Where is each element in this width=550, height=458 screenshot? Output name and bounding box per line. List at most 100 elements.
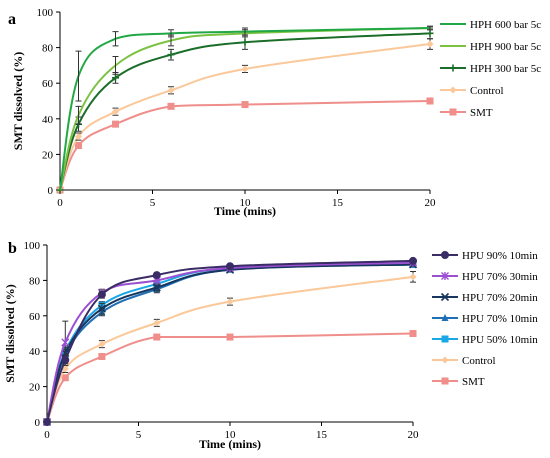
error-bar bbox=[242, 27, 248, 36]
panel-label: b bbox=[8, 240, 17, 257]
data-point bbox=[153, 319, 161, 327]
error-bar bbox=[112, 31, 119, 47]
series-3 bbox=[56, 38, 434, 194]
legend-swatch-marker bbox=[441, 356, 449, 364]
legend-entry: HPU 70% 10min bbox=[462, 313, 538, 325]
series-line bbox=[59, 32, 431, 191]
data-point bbox=[97, 304, 106, 313]
y-axis-title: SMT dissolved (%) bbox=[3, 284, 17, 382]
y-tick-label: 60 bbox=[29, 311, 41, 323]
x-tick-label: 0 bbox=[57, 197, 63, 209]
error-bar bbox=[75, 105, 82, 125]
data-point bbox=[112, 120, 119, 128]
legend-entry: HPH 300 bar 5c bbox=[470, 63, 541, 75]
data-point bbox=[43, 418, 51, 426]
x-tick-label: 10 bbox=[225, 429, 237, 441]
data-point bbox=[226, 333, 234, 341]
y-tick-label: 100 bbox=[24, 240, 41, 252]
legend-swatch-marker bbox=[449, 64, 457, 72]
x-tick-label: 5 bbox=[136, 429, 142, 441]
legend: HPU 90% 10min HPU 70% 30min HPU 70% 20min H… bbox=[432, 250, 538, 388]
legend-swatch-marker bbox=[449, 86, 457, 94]
error-bar bbox=[168, 29, 174, 38]
legend-swatch-marker bbox=[441, 377, 449, 385]
legend-entry: SMT bbox=[470, 107, 493, 119]
y-tick-label: 40 bbox=[29, 346, 41, 358]
legend-swatch-marker bbox=[441, 335, 449, 343]
x-tick-label: 20 bbox=[408, 429, 420, 441]
legend-entry: Control bbox=[462, 355, 496, 367]
data-point bbox=[409, 256, 417, 265]
y-tick-label: 60 bbox=[42, 78, 54, 90]
x-tick-label: 10 bbox=[240, 197, 252, 209]
x-tick-label: 20 bbox=[425, 197, 437, 209]
data-point bbox=[97, 290, 106, 299]
data-point bbox=[226, 262, 234, 271]
series-line bbox=[59, 27, 431, 191]
error-bar bbox=[427, 25, 433, 31]
data-point bbox=[409, 273, 417, 281]
data-point bbox=[409, 330, 417, 337]
x-tick-label: 15 bbox=[316, 429, 328, 441]
data-point bbox=[153, 333, 161, 341]
data-point bbox=[75, 142, 82, 149]
data-point bbox=[61, 374, 69, 382]
x-tick-label: 5 bbox=[150, 197, 156, 209]
legend-entry: Control bbox=[470, 85, 504, 97]
y-tick-label: 80 bbox=[42, 43, 54, 55]
x-axis-title: Time (mins) bbox=[199, 437, 261, 451]
series-0 bbox=[43, 256, 417, 426]
y-tick-label: 20 bbox=[42, 149, 54, 161]
data-point bbox=[61, 338, 70, 347]
legend-swatch-marker bbox=[441, 314, 449, 321]
series-5 bbox=[43, 271, 417, 426]
data-point bbox=[61, 356, 70, 365]
data-point bbox=[98, 353, 106, 361]
error-bar bbox=[75, 50, 82, 102]
series-line bbox=[46, 263, 414, 423]
data-point bbox=[98, 340, 106, 348]
series-0 bbox=[59, 25, 433, 191]
series-3 bbox=[43, 260, 417, 425]
data-point bbox=[241, 38, 249, 46]
legend-swatch-marker bbox=[449, 108, 457, 116]
data-point bbox=[226, 298, 234, 306]
x-axis-title: Time (mins) bbox=[214, 204, 276, 218]
legend-entry: HPU 70% 30min bbox=[462, 271, 538, 283]
data-point bbox=[152, 283, 161, 292]
y-tick-label: 20 bbox=[29, 382, 41, 394]
y-tick-label: 0 bbox=[35, 417, 41, 429]
data-point bbox=[167, 51, 175, 59]
panel-b: b 0 20 40 60 80 100 0 5 10 15 20 Time (mins) SMT diss… bbox=[3, 240, 538, 451]
x-tick-label: 0 bbox=[44, 429, 50, 441]
data-point bbox=[75, 133, 82, 141]
y-tick-label: 100 bbox=[37, 7, 54, 19]
legend-swatch-marker bbox=[441, 251, 449, 259]
x-tick-label: 15 bbox=[332, 197, 344, 209]
data-point bbox=[426, 97, 434, 105]
data-point bbox=[61, 365, 69, 373]
error-bar bbox=[112, 56, 119, 75]
y-axis-title: SMT dissolved (%) bbox=[11, 52, 25, 150]
legend-entry: HPU 50% 10min bbox=[462, 334, 538, 346]
data-point bbox=[241, 101, 249, 109]
y-tick-label: 0 bbox=[48, 185, 54, 197]
data-point bbox=[112, 74, 119, 82]
y-tick-label: 40 bbox=[42, 114, 54, 126]
series-line bbox=[46, 261, 414, 423]
data-point bbox=[112, 108, 119, 116]
legend-entry: HPU 70% 20min bbox=[462, 292, 538, 304]
panel-label: a bbox=[8, 11, 16, 28]
y-tick-label: 80 bbox=[29, 275, 41, 287]
data-point bbox=[426, 29, 434, 37]
legend-swatch-marker bbox=[440, 292, 450, 302]
legend-entry: HPH 900 bar 5c bbox=[470, 41, 541, 53]
legend-entry: HPH 600 bar 5c bbox=[470, 19, 541, 31]
series-2 bbox=[56, 27, 434, 194]
legend-entry: SMT bbox=[462, 376, 485, 388]
legend-swatch-marker bbox=[441, 272, 449, 280]
data-point bbox=[167, 102, 175, 110]
data-point bbox=[426, 40, 434, 48]
legend-entry: HPU 90% 10min bbox=[462, 250, 538, 262]
